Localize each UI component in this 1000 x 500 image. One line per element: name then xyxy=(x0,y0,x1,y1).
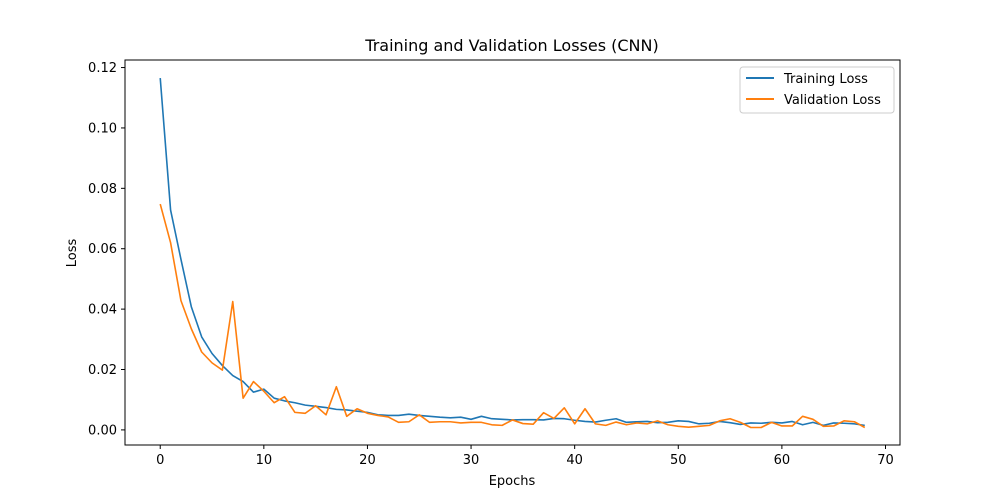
y-tick-label: 0.00 xyxy=(88,423,117,438)
x-tick-label: 0 xyxy=(156,453,164,468)
y-tick-label: 0.02 xyxy=(88,363,117,378)
x-tick-label: 30 xyxy=(463,453,480,468)
x-tick-label: 60 xyxy=(774,453,791,468)
x-axis: 0 10 20 30 40 50 60 70 xyxy=(156,445,894,468)
series-line-training-loss xyxy=(159,78,865,427)
y-axis: 0.00 0.02 0.04 0.06 0.08 0.10 0.12 xyxy=(88,61,125,438)
y-tick-label: 0.12 xyxy=(88,61,117,76)
x-tick-label: 20 xyxy=(359,453,376,468)
y-tick-label: 0.10 xyxy=(88,121,117,136)
legend-label-validation-loss: Validation Loss xyxy=(784,93,881,108)
series-layer xyxy=(159,78,866,429)
x-tick-label: 10 xyxy=(256,453,273,468)
x-axis-label: Epochs xyxy=(489,474,536,489)
y-tick-label: 0.06 xyxy=(88,242,117,257)
x-tick-label: 50 xyxy=(670,453,687,468)
x-tick-label: 40 xyxy=(566,453,583,468)
y-axis-label: Loss xyxy=(65,239,80,268)
y-tick-label: 0.08 xyxy=(88,182,117,197)
legend: Training Loss Validation Loss xyxy=(739,66,895,114)
y-tick-label: 0.04 xyxy=(88,303,117,318)
x-tick-label: 70 xyxy=(877,453,894,468)
legend-label-training-loss: Training Loss xyxy=(783,72,868,87)
legend-box xyxy=(739,66,895,114)
series-line-validation-loss xyxy=(159,203,866,429)
chart-title: Training and Validation Losses (CNN) xyxy=(364,36,658,55)
plot-frame xyxy=(124,59,901,446)
